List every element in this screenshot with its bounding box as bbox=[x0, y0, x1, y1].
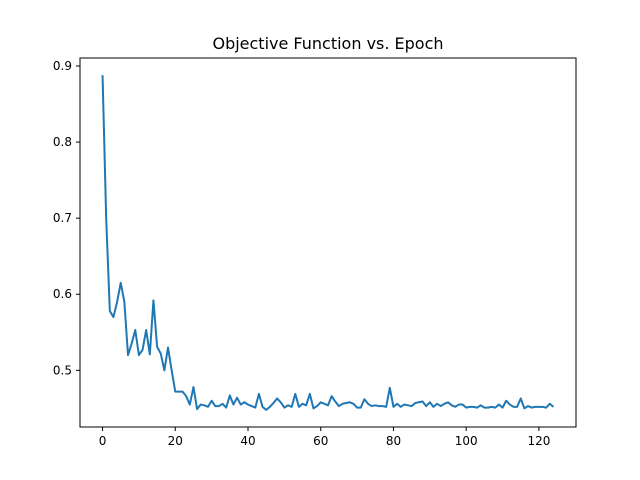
y-tick-label: 0.7 bbox=[53, 211, 72, 225]
x-tick-label: 20 bbox=[168, 434, 183, 448]
ticks-layer: 0 20 40 60 80 100 120 0.5 0.6 0.7 0.8 0.9 bbox=[53, 59, 550, 448]
y-tick-label: 0.9 bbox=[53, 59, 72, 73]
y-tick-label: 0.8 bbox=[53, 135, 72, 149]
series-line bbox=[101, 75, 555, 411]
chart-title: Objective Function vs. Epoch bbox=[212, 34, 443, 53]
x-tick-label: 0 bbox=[99, 434, 107, 448]
x-tick-label: 60 bbox=[313, 434, 328, 448]
y-tick-label: 0.5 bbox=[53, 363, 72, 377]
y-tick-label: 0.6 bbox=[53, 287, 72, 301]
x-tick-label: 100 bbox=[455, 434, 478, 448]
x-tick-label: 40 bbox=[240, 434, 255, 448]
x-tick-label: 80 bbox=[386, 434, 401, 448]
x-tick-label: 120 bbox=[527, 434, 550, 448]
plot-frame bbox=[79, 57, 577, 428]
